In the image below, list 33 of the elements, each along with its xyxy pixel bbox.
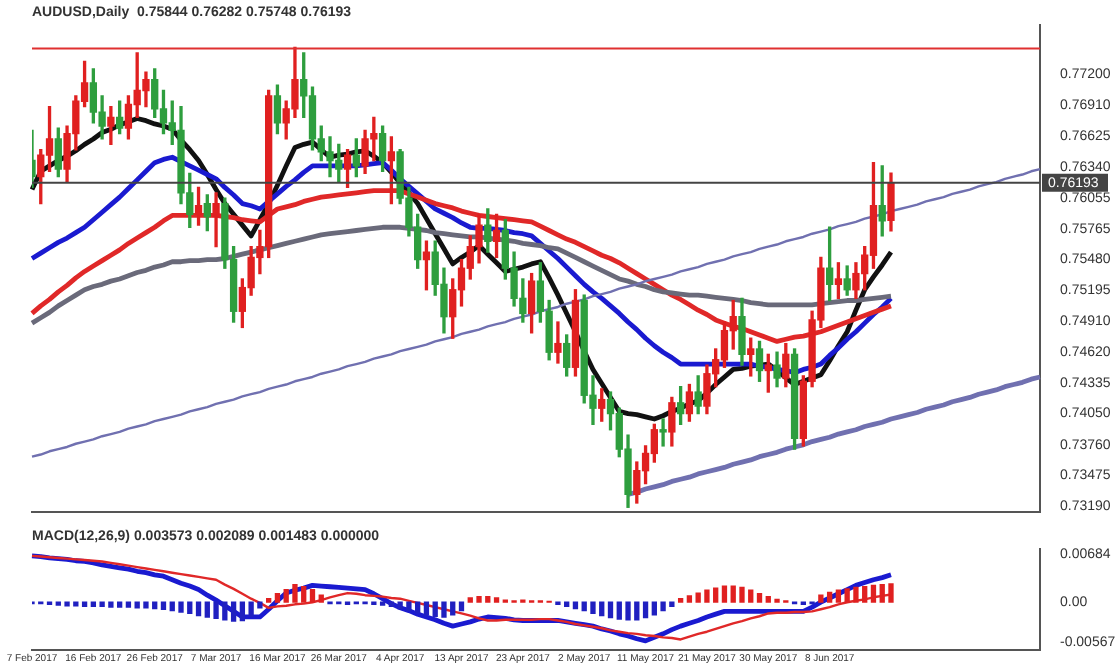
bar (274, 593, 281, 603)
bar (160, 601, 167, 610)
bar (116, 601, 123, 608)
bar (423, 601, 430, 616)
bar (607, 601, 614, 619)
bar (239, 601, 246, 622)
bar (870, 584, 877, 603)
bar (493, 597, 500, 603)
bar (853, 586, 859, 603)
bar (721, 585, 728, 603)
bar (625, 601, 631, 621)
bar (756, 593, 763, 603)
bar (64, 601, 70, 607)
bar (590, 601, 596, 615)
bar (441, 601, 447, 618)
bar (309, 588, 316, 603)
bar (230, 601, 237, 622)
bar (835, 589, 842, 603)
bar (292, 583, 298, 603)
bar (178, 601, 184, 613)
bar (195, 601, 202, 617)
bar (143, 601, 149, 609)
bar (826, 591, 833, 603)
bar (213, 601, 219, 620)
candlestick (554, 321, 562, 364)
bar (318, 594, 324, 603)
bar (125, 601, 132, 608)
bar (818, 594, 824, 603)
bar (476, 595, 482, 603)
candlestick (659, 418, 667, 447)
bar (686, 595, 693, 603)
bar (642, 601, 649, 619)
bar (739, 586, 745, 603)
